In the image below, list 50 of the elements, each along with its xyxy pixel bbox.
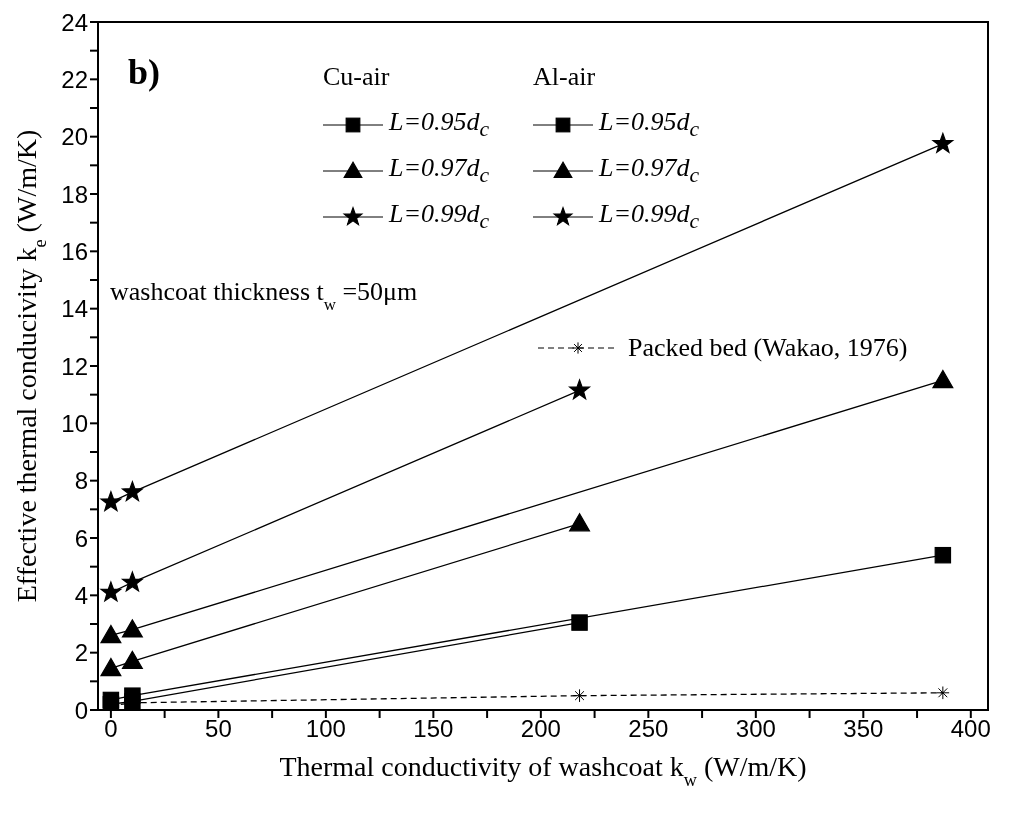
point <box>100 657 122 677</box>
point <box>100 624 122 644</box>
y-tick-label: 2 <box>74 639 88 667</box>
y-tick-label: 14 <box>61 295 88 323</box>
legend-label: Packed bed (Wakao, 1976) <box>628 332 908 362</box>
x-tick-label: 0 <box>104 715 118 743</box>
legend-label: L=0.97d$_{c}$ <box>389 153 490 188</box>
legend-label: L=0.97d$_{c}$ <box>599 153 700 188</box>
legend-label: L=0.99d$_{c}$ <box>389 199 490 234</box>
y-tick-label: 18 <box>61 180 88 208</box>
y-tick-label: 10 <box>61 409 88 437</box>
annotation: washcoat thickness t$_{w}$=50μm <box>110 277 418 314</box>
legend-label: L=0.95d$_{c}$ <box>389 107 490 142</box>
point <box>569 379 590 400</box>
x-axis-title: Thermal conductivity of washcoat k$_{w}$ (W/m/K) <box>279 751 807 790</box>
y-tick-label: 8 <box>74 467 88 495</box>
point <box>934 546 952 564</box>
x-tick-label: 100 <box>305 715 346 743</box>
point <box>121 650 143 670</box>
x-tick-label: 150 <box>413 715 454 743</box>
point <box>100 581 122 602</box>
y-tick-label: 4 <box>74 581 88 609</box>
x-tick-label: 400 <box>950 715 991 743</box>
y-tick-label: 0 <box>74 696 88 724</box>
x-tick-label: 200 <box>520 715 561 743</box>
point <box>121 571 143 592</box>
x-tick-label: 50 <box>205 715 232 743</box>
point <box>121 481 143 502</box>
x-tick-label: 250 <box>628 715 669 743</box>
legend-label: L=0.99d$_{c}$ <box>599 199 700 234</box>
x-tick-label: 350 <box>843 715 884 743</box>
point <box>571 614 588 631</box>
point <box>936 686 950 700</box>
point <box>572 688 587 703</box>
point <box>121 619 143 638</box>
y-tick-label: 20 <box>61 123 88 151</box>
x-tick-label: 300 <box>735 715 776 743</box>
y-tick-label: 6 <box>74 524 88 552</box>
point <box>569 513 591 532</box>
y-tick-label: 12 <box>61 352 88 380</box>
annotation: b) <box>128 52 161 92</box>
point <box>100 491 122 512</box>
y-tick-label: 22 <box>61 65 88 93</box>
legend-label: L=0.95d$_{c}$ <box>599 107 700 142</box>
y-tick-label: 24 <box>61 8 88 36</box>
annotation: Cu-air <box>323 62 390 91</box>
point <box>932 369 954 389</box>
annotation: Al-air <box>533 62 596 91</box>
point <box>932 132 954 153</box>
y-tick-label: 16 <box>61 237 88 265</box>
